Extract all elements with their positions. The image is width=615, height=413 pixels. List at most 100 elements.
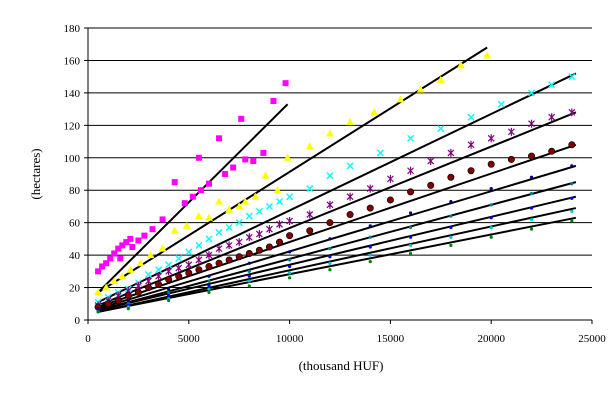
data-point-star — [447, 148, 455, 157]
data-point-star — [225, 241, 233, 250]
data-point-square — [205, 180, 212, 187]
data-point-circle — [407, 188, 415, 196]
data-point-circle — [346, 211, 354, 219]
data-point-square — [282, 80, 289, 87]
data-point-dot — [207, 287, 211, 291]
x-tick-label: 5000 — [178, 333, 201, 345]
data-point-x — [245, 212, 253, 220]
data-point-dot — [247, 279, 251, 283]
data-point-x — [346, 162, 354, 170]
data-point-triangle — [136, 259, 145, 267]
data-point-square — [127, 235, 134, 242]
data-point-x — [568, 73, 576, 81]
data-point-dot — [126, 298, 130, 303]
data-point-dot — [449, 235, 453, 239]
data-point-dot — [328, 261, 332, 265]
data-point-dot — [126, 307, 130, 311]
data-point-dot — [247, 261, 251, 265]
data-point-triangle — [194, 212, 203, 220]
data-point-triangle — [416, 85, 425, 93]
trend-line — [97, 181, 577, 312]
data-point-square — [123, 239, 130, 246]
data-point-circle — [175, 272, 183, 280]
data-point-triangle — [241, 197, 250, 205]
data-point-circle — [195, 266, 203, 274]
data-point-circle — [548, 147, 556, 155]
data-point-square — [242, 156, 249, 163]
data-point-dot — [328, 247, 332, 251]
data-point-square — [238, 115, 245, 122]
data-point-star — [548, 113, 556, 122]
data-point-triangle — [456, 61, 465, 69]
data-point-dot — [368, 260, 372, 264]
data-point-triangle — [235, 202, 244, 210]
data-point-square — [159, 216, 166, 223]
trend-line — [97, 207, 577, 313]
trend-line — [97, 72, 577, 304]
data-point-star — [255, 230, 263, 239]
data-point-triangle — [110, 277, 119, 285]
x-axis-title: (thousand HUF) — [299, 358, 384, 373]
data-point-circle — [306, 227, 314, 235]
data-point-square — [115, 245, 122, 252]
data-point-star — [366, 184, 374, 193]
data-point-dot — [247, 269, 251, 273]
data-point-star — [487, 134, 495, 143]
data-point-dot — [96, 310, 100, 314]
data-point-circle — [225, 256, 233, 264]
data-point-star — [427, 157, 435, 166]
data-point-dot — [570, 196, 574, 200]
data-point-x — [185, 248, 193, 256]
data-point-x — [235, 219, 243, 227]
data-point-circle — [255, 246, 263, 254]
data-point-triangle — [370, 108, 379, 116]
x-tick-label: 20000 — [477, 333, 505, 345]
y-tick-label: 40 — [69, 250, 81, 262]
data-points — [94, 51, 576, 314]
data-point-dot — [529, 206, 534, 210]
data-point-dot — [167, 298, 171, 303]
data-point-dot — [368, 224, 372, 228]
trend-line — [97, 46, 488, 294]
data-point-square — [129, 244, 136, 250]
data-point-dot — [247, 284, 251, 288]
data-point-square — [99, 263, 106, 270]
data-point-square — [222, 171, 229, 177]
data-point-x — [255, 207, 263, 215]
data-point-dot — [489, 225, 493, 230]
data-point-dot — [489, 216, 493, 220]
data-point-square — [119, 242, 126, 249]
data-point-square — [270, 98, 277, 104]
data-point-x — [528, 89, 536, 97]
data-point-dot — [570, 219, 574, 223]
data-point-triangle — [283, 153, 292, 161]
data-point-x — [306, 185, 314, 193]
y-axis-title: (hectares) — [28, 148, 43, 199]
data-point-dot — [570, 164, 574, 168]
data-point-dot — [529, 227, 534, 231]
gridlines — [88, 27, 592, 289]
data-point-triangle — [182, 221, 191, 229]
data-point-dot — [529, 175, 534, 179]
data-point-dot — [529, 191, 534, 196]
data-point-circle — [165, 275, 173, 283]
data-point-dot — [489, 203, 493, 207]
data-point-triangle — [305, 142, 314, 150]
data-point-triangle — [215, 197, 224, 205]
data-point-dot — [408, 211, 413, 215]
data-point-circle — [155, 280, 163, 288]
data-point-x — [155, 266, 163, 274]
data-point-dot — [570, 182, 574, 186]
data-point-star — [568, 108, 576, 117]
data-point-circle — [235, 253, 243, 261]
data-point-dot — [529, 217, 534, 222]
data-point-circle — [185, 269, 193, 277]
data-point-x — [497, 100, 505, 108]
data-point-dot — [489, 235, 493, 239]
data-point-square — [181, 200, 188, 207]
x-tick-label: 0 — [85, 333, 91, 345]
data-point-star — [386, 174, 394, 183]
data-point-x — [326, 172, 334, 180]
data-point-x — [225, 224, 233, 232]
